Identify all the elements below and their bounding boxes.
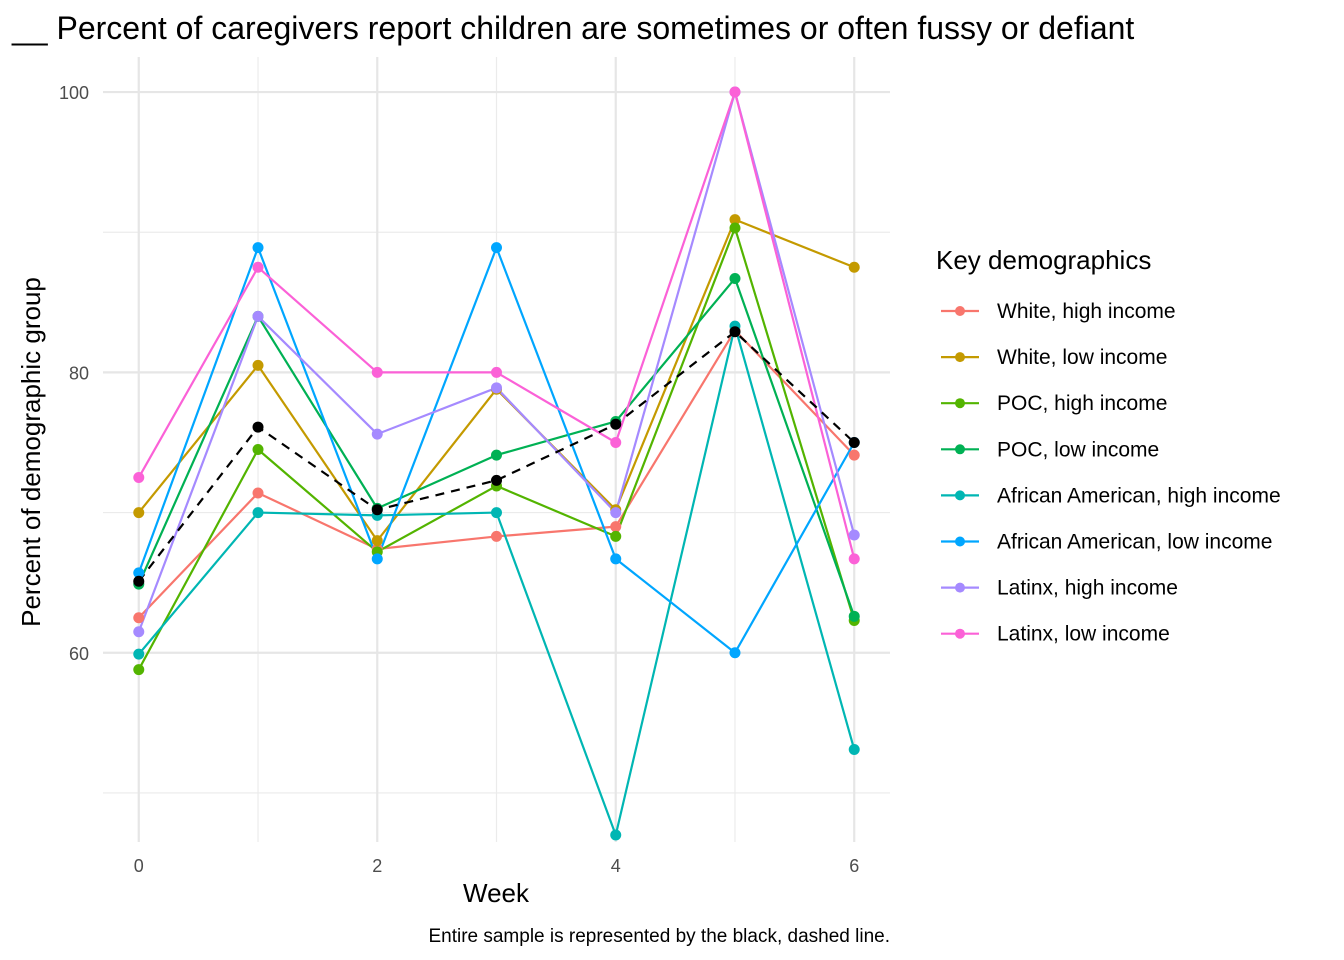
data-point — [133, 567, 145, 579]
legend-key-point — [955, 490, 965, 501]
legend-key-point — [955, 582, 965, 593]
x-tick-label: 4 — [611, 856, 621, 876]
legend-label: POC, high income — [997, 392, 1167, 415]
data-point — [252, 359, 264, 371]
legend-key-point — [955, 628, 965, 639]
data-point — [610, 530, 622, 542]
legend-item: Latinx, high income — [941, 577, 1178, 600]
y-tick-label: 60 — [69, 644, 89, 664]
data-point — [252, 444, 264, 455]
data-point — [133, 648, 145, 660]
data-point — [133, 626, 145, 638]
legend: Key demographics White, high incomeWhite… — [936, 245, 1281, 646]
chart-caption: Entire sample is represented by the blac… — [428, 926, 890, 947]
data-point — [133, 472, 145, 484]
data-point — [252, 242, 264, 254]
overall-data-point — [848, 436, 860, 448]
data-point — [491, 530, 502, 542]
legend-label: White, high income — [997, 300, 1176, 323]
legend-item: African American, high income — [941, 484, 1281, 507]
y-tick-label: 80 — [69, 363, 89, 383]
data-point — [610, 829, 622, 841]
legend-items: White, high income White, low income POC, … — [941, 300, 1281, 646]
data-point — [133, 507, 145, 519]
data-point — [491, 507, 502, 519]
x-tick-label: 2 — [372, 856, 382, 876]
y-tick-label: 100 — [59, 83, 89, 103]
overall-data-point — [610, 418, 622, 430]
series-points — [133, 86, 860, 841]
chart-title: __ Percent of caregivers report children… — [11, 10, 1134, 46]
data-point — [133, 664, 145, 676]
data-point — [729, 86, 741, 98]
legend-key-point — [955, 444, 965, 455]
legend-label: Latinx, low income — [997, 623, 1170, 646]
data-point — [371, 366, 383, 378]
legend-title: Key demographics — [936, 245, 1151, 275]
y-axis-title: Percent of demographic group — [16, 277, 46, 627]
overall-data-point — [371, 504, 383, 516]
x-tick-label: 6 — [849, 856, 859, 876]
legend-label: POC, low income — [997, 438, 1159, 461]
legend-item: POC, low income — [941, 438, 1159, 461]
gridlines — [103, 57, 890, 842]
data-point — [848, 553, 860, 565]
legend-item: White, high income — [941, 300, 1176, 323]
data-point — [610, 507, 622, 519]
data-point — [729, 222, 741, 234]
data-point — [252, 310, 264, 322]
data-point — [252, 261, 264, 273]
data-point — [848, 449, 860, 461]
x-tick-label: 0 — [134, 856, 144, 876]
legend-label: African American, high income — [997, 484, 1281, 507]
data-point — [491, 382, 502, 394]
data-point — [491, 242, 502, 254]
overall-data-point — [729, 326, 741, 338]
legend-label: African American, low income — [997, 531, 1272, 554]
data-point — [729, 272, 741, 284]
legend-key-point — [955, 306, 965, 316]
legend-item: White, low income — [941, 346, 1167, 369]
overall-data-point — [252, 421, 264, 433]
y-axis-ticks: 60 80 100 — [59, 83, 89, 664]
data-point — [371, 535, 383, 547]
legend-label: Latinx, high income — [997, 577, 1178, 600]
data-point — [252, 487, 264, 499]
data-point — [610, 553, 622, 565]
data-point — [252, 507, 264, 519]
data-point — [371, 553, 383, 565]
legend-key-point — [955, 398, 965, 409]
legend-label: White, low income — [997, 346, 1167, 369]
overall-data-point — [133, 575, 145, 587]
data-point — [610, 521, 622, 533]
legend-item: Latinx, low income — [941, 623, 1170, 646]
legend-item: African American, low income — [941, 531, 1272, 554]
data-point — [133, 612, 145, 624]
data-point — [848, 261, 860, 273]
x-axis-title: Week — [463, 878, 530, 908]
data-point — [729, 214, 741, 226]
data-point — [610, 436, 622, 448]
data-point — [491, 366, 502, 378]
x-axis-ticks: 0 2 4 6 — [134, 856, 859, 876]
data-point — [848, 529, 860, 541]
overall-data-point — [491, 474, 502, 486]
data-point — [729, 647, 741, 659]
data-point — [491, 449, 502, 461]
legend-item: POC, high income — [941, 392, 1167, 415]
data-point — [848, 743, 860, 755]
legend-key-point — [955, 536, 965, 547]
data-point — [848, 610, 860, 622]
data-point — [371, 428, 383, 440]
legend-key-point — [955, 352, 965, 363]
